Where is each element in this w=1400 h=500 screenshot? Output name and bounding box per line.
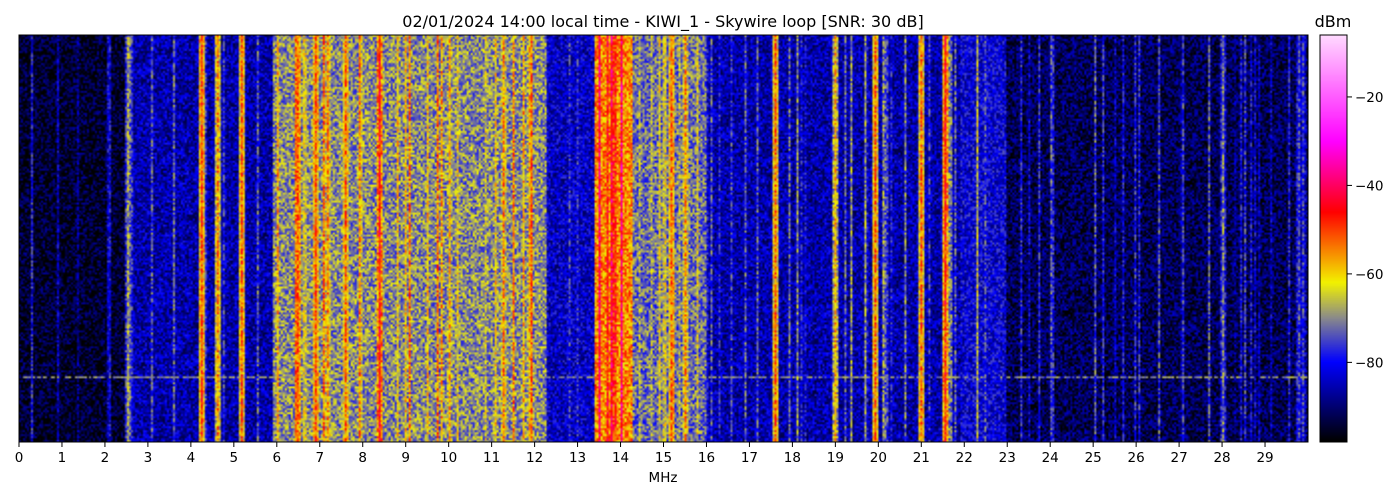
colorbar-gradient	[1320, 35, 1347, 442]
x-tick-label: 16	[698, 450, 715, 466]
x-tick-label: 7	[315, 450, 324, 466]
colorbar-tick-label: −60	[1355, 267, 1384, 283]
x-tick-label: 2	[101, 450, 110, 466]
x-tick-label: 3	[144, 450, 153, 466]
x-tick-label: 10	[440, 450, 457, 466]
colorbar-ticks: −20 −40 −60 −80	[1347, 90, 1384, 371]
colorbar-tick-label: −40	[1355, 178, 1384, 194]
x-tick-label: 27	[1171, 450, 1188, 466]
x-tick-label: 13	[569, 450, 586, 466]
x-tick-label: 26	[1128, 450, 1145, 466]
x-tick-label: 5	[230, 450, 239, 466]
x-tick-label: 11	[483, 450, 500, 466]
x-tick-label: 19	[827, 450, 844, 466]
x-tick-label: 21	[913, 450, 930, 466]
x-tick-label: 12	[526, 450, 543, 466]
x-tick-label: 20	[870, 450, 887, 466]
x-tick-label: 23	[999, 450, 1016, 466]
x-tick-label: 17	[741, 450, 758, 466]
waterfall-heatmap	[19, 35, 1308, 442]
x-tick-label: 14	[612, 450, 629, 466]
x-tick-label: 6	[273, 450, 282, 466]
colorbar: −20 −40 −60 −80	[1319, 34, 1384, 443]
x-tick-label: 0	[15, 450, 24, 466]
chart-title: 02/01/2024 14:00 local time - KIWI_1 - S…	[402, 12, 923, 32]
x-tick-label: 25	[1085, 450, 1102, 466]
colorbar-label: dBm	[1315, 12, 1352, 31]
x-axis-label: MHz	[649, 470, 678, 486]
x-tick-label: 4	[187, 450, 196, 466]
x-axis: 0 1 2 3 4 5 6 7 8 9 10 11 12 13 14 15 16 17 18 19 20 21 22 23 24…	[15, 442, 1274, 466]
x-tick-label: 8	[358, 450, 367, 466]
x-tick-label: 18	[784, 450, 801, 466]
x-tick-label: 15	[655, 450, 672, 466]
colorbar-tick-label: −20	[1355, 90, 1384, 106]
x-tick-label: 22	[956, 450, 973, 466]
x-tick-label: 9	[401, 450, 410, 466]
colorbar-tick-label: −80	[1355, 355, 1384, 371]
waterfall-plot	[18, 34, 1309, 443]
x-tick-label: 24	[1042, 450, 1059, 466]
colorbar-frame	[1319, 34, 1348, 443]
x-tick-label: 28	[1213, 450, 1230, 466]
x-tick-label: 1	[58, 450, 67, 466]
x-tick-label: 29	[1256, 450, 1273, 466]
